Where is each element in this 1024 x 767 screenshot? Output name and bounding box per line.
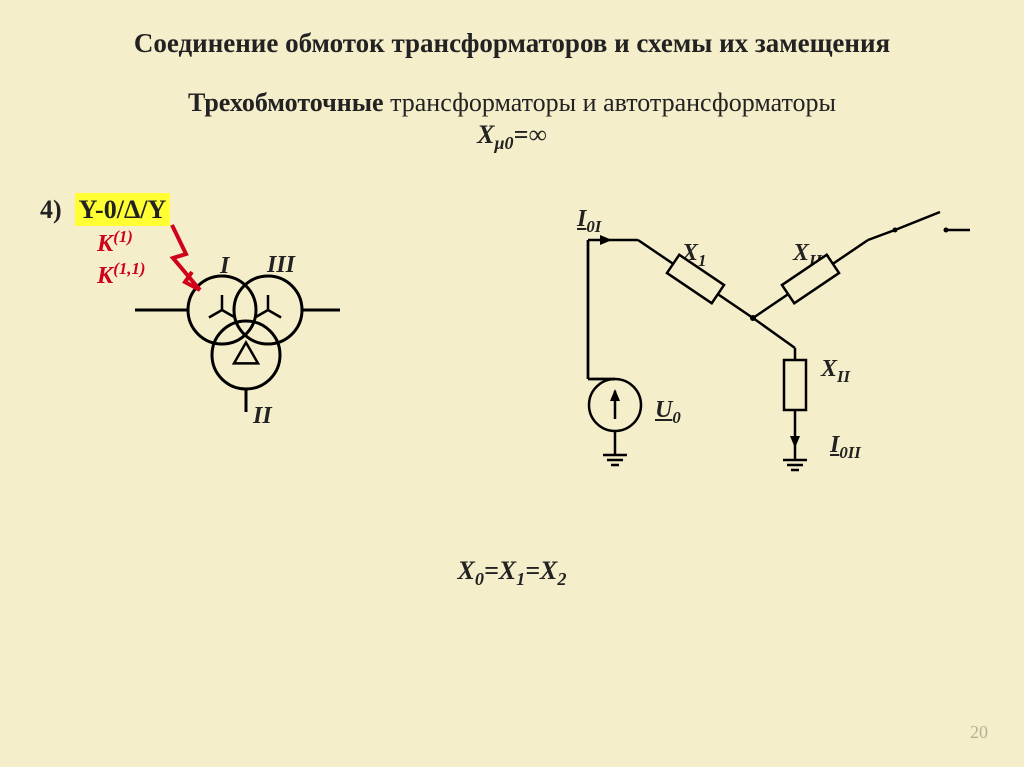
diagrams-svg xyxy=(0,0,1024,767)
